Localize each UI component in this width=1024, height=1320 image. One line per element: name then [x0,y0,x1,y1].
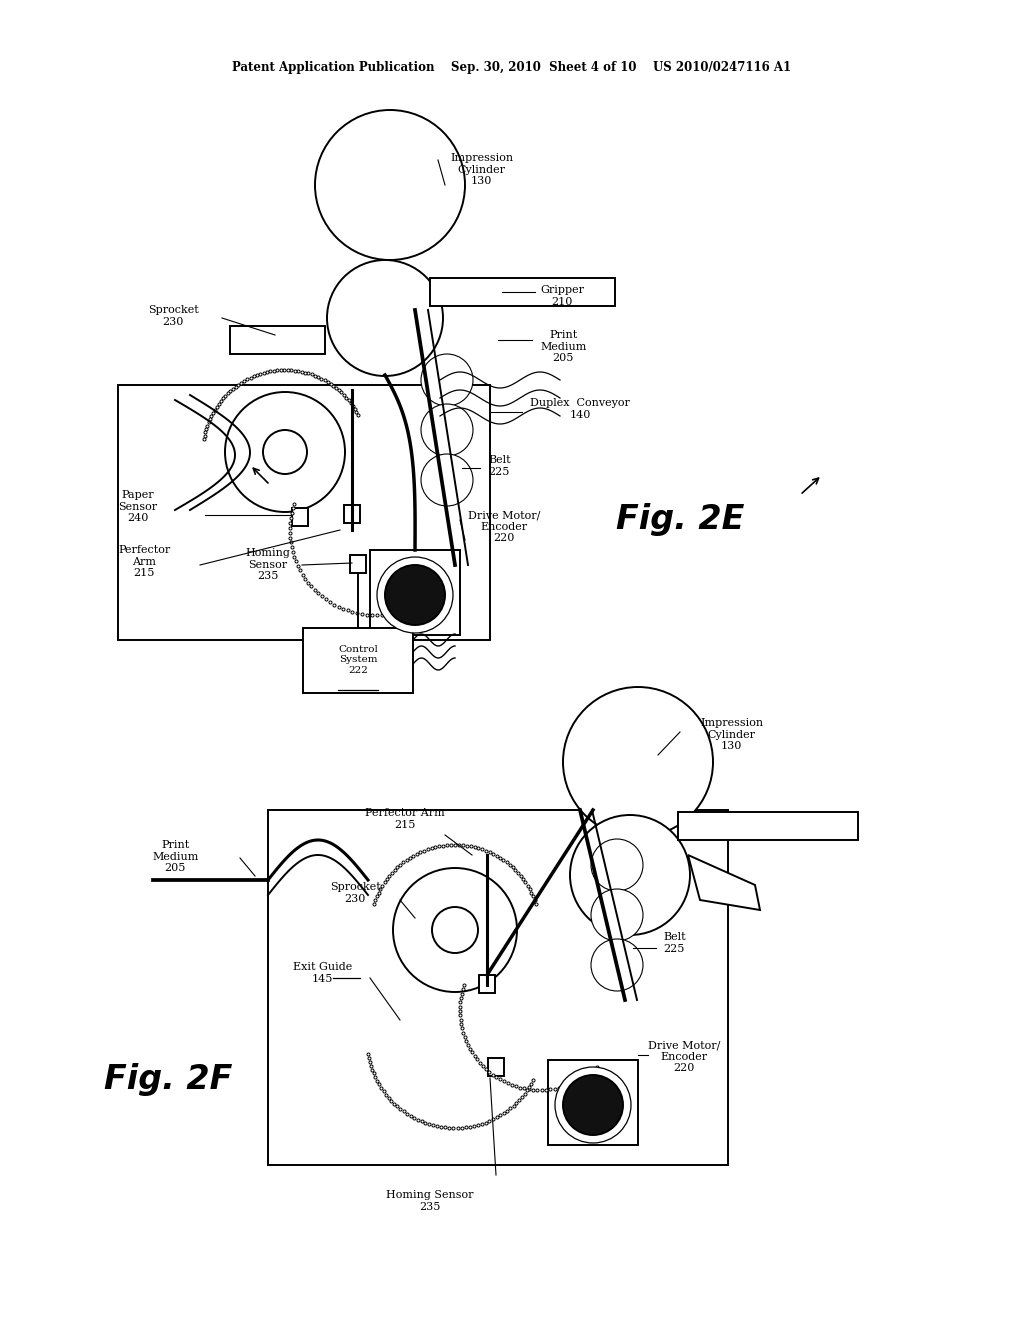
Bar [230,326,325,354]
Text: Paper
Sensor
240: Paper Sensor 240 [118,490,157,523]
Text: Belt
225: Belt 225 [663,932,686,953]
Circle shape [377,557,453,634]
Bar [488,1059,504,1076]
Bar [344,506,360,523]
Circle shape [263,430,307,474]
Text: Homing Sensor
235: Homing Sensor 235 [386,1191,474,1212]
Bar [350,554,366,573]
Circle shape [601,849,633,880]
Text: Duplex  Conveyor
140: Duplex Conveyor 140 [530,399,630,420]
Circle shape [225,392,345,512]
Text: Sprocket
230: Sprocket 230 [148,305,199,326]
Text: Drive Motor/
Encoder
220: Drive Motor/ Encoder 220 [648,1040,720,1073]
Polygon shape [688,855,760,909]
Circle shape [601,949,633,981]
Circle shape [385,565,445,624]
Circle shape [555,1067,631,1143]
Circle shape [421,354,473,407]
Text: Patent Application Publication    Sep. 30, 2010  Sheet 4 of 10    US 2010/024711: Patent Application Publication Sep. 30, … [232,62,792,74]
Circle shape [393,869,517,993]
Circle shape [563,1074,623,1135]
Circle shape [591,840,643,891]
Bar [370,550,460,635]
Circle shape [327,260,443,376]
Circle shape [591,939,643,991]
Text: Print
Medium
205: Print Medium 205 [152,840,199,874]
Circle shape [431,465,463,496]
Bar [479,975,495,993]
Circle shape [570,814,690,935]
Bar [118,385,490,640]
Text: Fig. 2E: Fig. 2E [615,503,744,536]
Circle shape [601,899,633,931]
Bar [268,810,728,1166]
Text: Control
System
222: Control System 222 [338,645,378,675]
Text: Impression
Cylinder
130: Impression Cylinder 130 [450,153,513,186]
Text: Drive Motor/
Encoder
220: Drive Motor/ Encoder 220 [468,510,541,544]
Text: Gripper
210: Gripper 210 [540,285,584,306]
Text: Homing
Sensor
235: Homing Sensor 235 [245,548,290,581]
Bar [292,508,308,525]
Circle shape [431,414,463,446]
Text: Impression
Cylinder
130: Impression Cylinder 130 [700,718,763,751]
Text: Perfector Arm
215: Perfector Arm 215 [365,808,444,829]
Circle shape [563,686,713,837]
Bar [303,628,413,693]
Bar [548,1060,638,1144]
Bar [430,279,615,306]
Circle shape [421,404,473,455]
Text: Fig. 2F: Fig. 2F [103,1064,232,1097]
Circle shape [421,454,473,506]
Text: Belt
225: Belt 225 [488,455,511,477]
Circle shape [591,888,643,941]
Text: Exit Guide
145: Exit Guide 145 [293,962,352,983]
Circle shape [431,364,463,396]
Text: Sprocket
230: Sprocket 230 [330,882,381,904]
Circle shape [432,907,478,953]
Bar [678,812,858,840]
Text: Perfector
Arm
215: Perfector Arm 215 [118,545,170,578]
Text: Print
Medium
205: Print Medium 205 [540,330,587,363]
Circle shape [315,110,465,260]
